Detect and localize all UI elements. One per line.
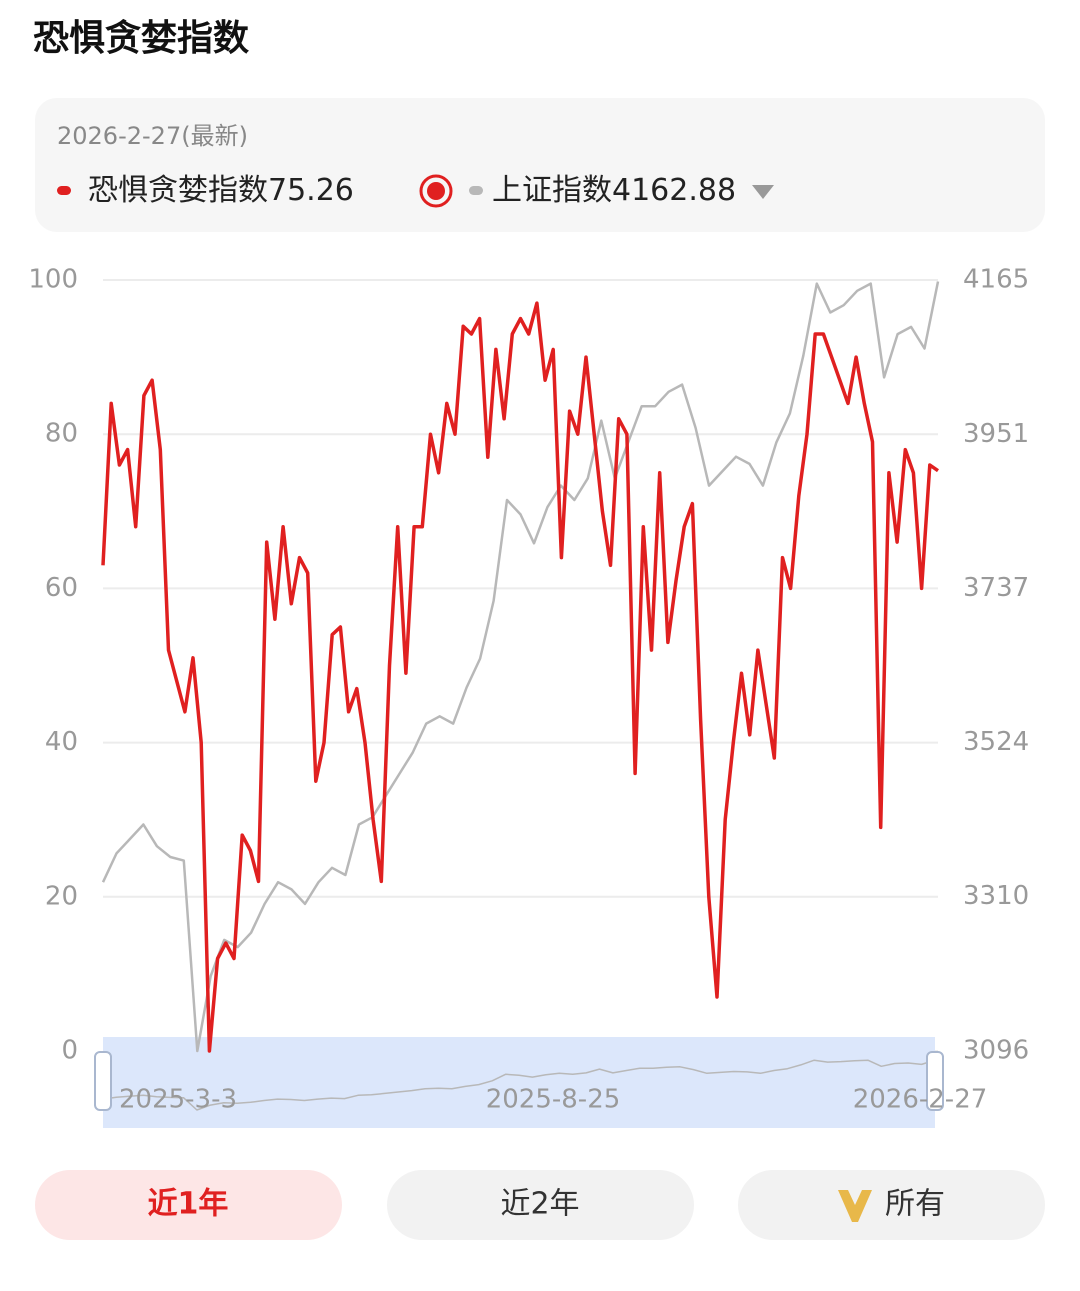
navigator: [103, 1037, 935, 1128]
series-line: [101, 301, 939, 1053]
toggle-dot: [427, 182, 445, 200]
navigator-label: 2026-2-27: [853, 1085, 988, 1115]
navigator-handle[interactable]: [926, 1051, 944, 1111]
dropdown-arrow[interactable]: [752, 185, 774, 199]
button-label: 近1年: [148, 1187, 229, 1222]
legend-name: 上证指数: [492, 173, 612, 208]
button-label: 所有: [885, 1187, 945, 1222]
y-tick-label: 20: [45, 881, 78, 911]
chart: 0 20 40 60 80 100 3096 3310 3524 3737 3951 4165 2025…: [28, 265, 1029, 1128]
date-label: 2026-2-27(最新): [57, 122, 248, 150]
y2-tick-label: 3524: [963, 727, 1029, 757]
legend-marker: [469, 186, 483, 195]
info-card: [35, 98, 1045, 232]
y2-tick-label: 3096: [963, 1036, 1029, 1066]
range-button[interactable]: [387, 1170, 694, 1240]
legend-marker: [57, 186, 71, 195]
toggle-ring[interactable]: [419, 174, 453, 208]
range-button[interactable]: [738, 1170, 1045, 1240]
navigator-label: 2025-3-3: [119, 1085, 237, 1115]
y-tick-label: 60: [45, 573, 78, 603]
legend-value: 4162.88: [612, 173, 736, 208]
y-tick-label: 100: [28, 265, 78, 295]
y-tick-label: 80: [45, 419, 78, 449]
page-title: 恐惧贪婪指数: [33, 18, 249, 59]
navigator-line: [102, 1059, 936, 1111]
y2-tick-label: 3951: [963, 419, 1029, 449]
y2-tick-label: 4165: [963, 265, 1029, 295]
vip-icon: [838, 1190, 872, 1222]
legend-name: 恐惧贪婪指数: [88, 173, 268, 208]
y2-tick-label: 3310: [963, 881, 1029, 911]
y-tick-label: 40: [45, 727, 78, 757]
series-line: [101, 281, 940, 1053]
legend-value: 75.26: [268, 173, 354, 208]
navigator-label: 2025-8-25: [486, 1085, 621, 1115]
legend-label[interactable]: 恐惧贪婪指数75.26: [88, 173, 354, 208]
range-button[interactable]: [35, 1170, 342, 1240]
y-tick-label: 0: [61, 1036, 78, 1066]
button-label: 近2年: [500, 1187, 579, 1222]
legend-label[interactable]: 上证指数4162.88: [492, 173, 736, 208]
y2-tick-label: 3737: [963, 573, 1029, 603]
navigator-handle[interactable]: [94, 1051, 112, 1111]
